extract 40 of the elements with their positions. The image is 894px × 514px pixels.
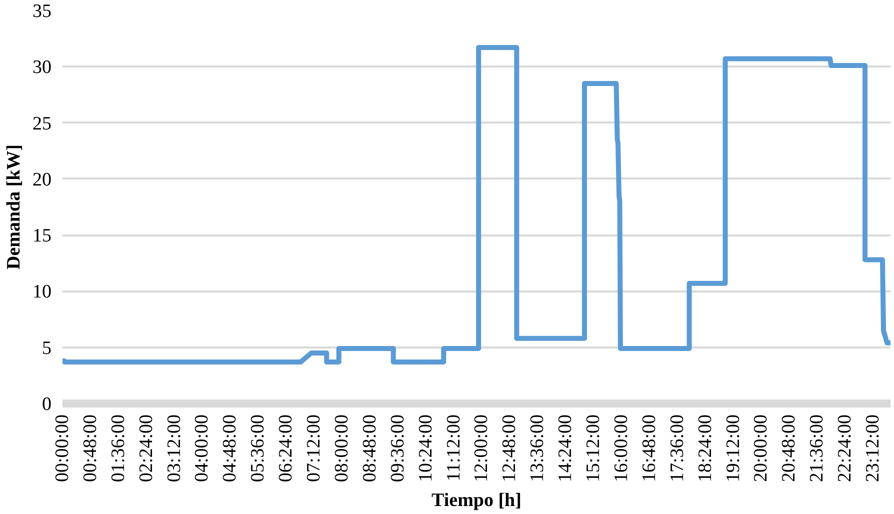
x-tick-label: 17:36:00: [666, 414, 688, 482]
x-tick-label: 04:00:00: [192, 414, 213, 482]
y-tick-label: 20: [32, 169, 52, 190]
y-axis-title: Demanda [kW]: [4, 144, 24, 270]
y-tick-label: 30: [32, 57, 52, 78]
x-tick-label: 19:12:00: [722, 414, 744, 482]
x-tick-label: 00:00:00: [52, 414, 73, 482]
x-tick-label: 09:36:00: [387, 414, 408, 482]
y-tick-label: 25: [32, 113, 52, 134]
x-tick-label: 16:48:00: [638, 414, 660, 482]
x-axis-title: Tiempo [h]: [432, 490, 522, 512]
x-tick-label: 10:24:00: [415, 414, 436, 482]
x-tick-label: 21:36:00: [806, 414, 828, 482]
x-tick-label: 01:36:00: [108, 414, 129, 482]
x-tick-label: 14:24:00: [555, 414, 576, 482]
x-tick-label: 06:24:00: [276, 414, 297, 482]
x-tick-label: 03:12:00: [164, 414, 185, 482]
x-tick-label: 04:48:00: [220, 414, 241, 482]
y-tick-label: 10: [32, 282, 52, 303]
x-tick-label: 08:48:00: [359, 414, 380, 482]
x-tick-label: 13:36:00: [527, 414, 548, 482]
x-tick-label: 12:48:00: [499, 414, 520, 482]
x-tick-label: 05:36:00: [248, 414, 269, 482]
y-tick-label: 35: [32, 1, 52, 22]
x-tick-label: 20:48:00: [778, 414, 800, 482]
x-tick-label: 12:00:00: [471, 414, 492, 482]
x-tick-label: 15:12:00: [583, 414, 604, 482]
x-tick-label: 08:00:00: [331, 414, 352, 482]
y-tick-label: 15: [32, 226, 52, 247]
x-tick-label: 20:00:00: [750, 414, 772, 482]
x-tick-label: 11:12:00: [443, 414, 464, 482]
x-tick-label: 16:00:00: [610, 414, 632, 482]
x-tick-label: 07:12:00: [304, 414, 325, 482]
x-tick-label: 22:24:00: [834, 414, 856, 482]
x-tick-label: 02:24:00: [136, 414, 157, 482]
x-tick-label: 23:12:00: [862, 414, 884, 482]
y-tick-label: 0: [42, 394, 52, 415]
y-tick-label: 5: [42, 338, 52, 359]
x-tick-label: 00:48:00: [80, 414, 101, 482]
x-tick-label: 18:24:00: [694, 414, 716, 482]
